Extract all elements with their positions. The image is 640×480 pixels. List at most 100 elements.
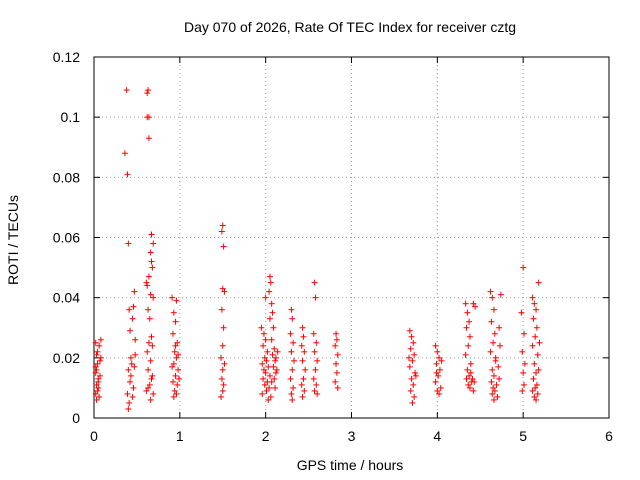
data-point <box>169 294 176 301</box>
data-point <box>310 375 317 382</box>
data-point <box>147 357 154 364</box>
data-point <box>435 372 442 379</box>
data-point <box>94 348 101 355</box>
data-point <box>470 300 477 307</box>
data-point <box>530 315 537 322</box>
data-point <box>489 366 496 373</box>
data-point <box>465 342 472 349</box>
data-point <box>535 366 542 373</box>
data-point <box>260 330 267 337</box>
data-point <box>220 243 227 250</box>
data-point <box>96 342 103 349</box>
data-point <box>262 369 269 376</box>
data-point <box>436 354 443 361</box>
data-point <box>169 330 176 337</box>
data-point <box>145 366 152 373</box>
x-tick-label: 0 <box>90 428 98 444</box>
data-point <box>127 378 134 385</box>
data-point <box>97 336 104 343</box>
data-point <box>533 381 540 388</box>
data-point <box>260 366 267 373</box>
data-point <box>171 348 178 355</box>
data-point <box>262 336 269 343</box>
data-point <box>175 375 182 382</box>
data-point <box>288 390 295 397</box>
x-axis-label: GPS time / hours <box>297 457 404 473</box>
data-point <box>289 315 296 322</box>
data-point <box>94 387 101 394</box>
data-point <box>287 330 294 337</box>
data-point <box>147 249 154 256</box>
data-point <box>144 348 151 355</box>
data-point <box>146 315 153 322</box>
data-point <box>175 351 182 358</box>
data-point <box>494 393 501 400</box>
data-point <box>407 345 414 352</box>
data-point <box>127 372 134 379</box>
data-point <box>521 360 528 367</box>
data-point <box>268 336 275 343</box>
data-point <box>148 258 155 265</box>
data-point <box>433 360 440 367</box>
data-point <box>533 369 540 376</box>
data-point <box>290 357 297 364</box>
data-point <box>462 300 469 307</box>
chart-title: Day 070 of 2026, Rate Of TEC Index for r… <box>184 19 516 35</box>
data-point <box>298 381 305 388</box>
data-point <box>218 306 225 313</box>
data-point <box>412 372 419 379</box>
x-tick-label: 2 <box>262 428 270 444</box>
data-point <box>93 396 100 403</box>
data-point <box>288 306 295 313</box>
data-point <box>289 366 296 373</box>
data-point <box>466 318 473 325</box>
data-point <box>465 381 472 388</box>
data-point <box>489 294 496 301</box>
data-point <box>312 366 319 373</box>
data-point <box>268 300 275 307</box>
data-point <box>219 285 226 292</box>
data-point <box>287 375 294 382</box>
data-point <box>272 357 279 364</box>
data-point <box>314 390 321 397</box>
data-point <box>521 330 528 337</box>
data-point <box>432 378 439 385</box>
data-point <box>496 324 503 331</box>
data-point <box>218 375 225 382</box>
data-point <box>259 390 266 397</box>
data-point <box>173 297 180 304</box>
data-point <box>97 372 104 379</box>
data-point <box>412 369 419 376</box>
data-point <box>333 330 340 337</box>
data-point <box>266 372 273 379</box>
data-point <box>124 171 131 178</box>
data-point <box>150 294 157 301</box>
data-point <box>170 360 177 367</box>
data-point <box>173 390 180 397</box>
data-point <box>533 396 540 403</box>
data-point <box>491 387 498 394</box>
y-tick-label: 0.02 <box>53 350 80 366</box>
data-point <box>333 369 340 376</box>
data-point <box>92 339 99 346</box>
data-point <box>434 348 441 355</box>
data-point <box>407 387 414 394</box>
data-point <box>529 294 536 301</box>
data-point <box>128 360 135 367</box>
data-point <box>300 375 307 382</box>
data-point <box>472 303 479 310</box>
data-point <box>313 381 320 388</box>
data-point <box>145 135 152 142</box>
data-point <box>124 390 131 397</box>
data-point <box>145 306 152 313</box>
y-tick-label: 0.1 <box>61 109 81 125</box>
data-point <box>265 363 272 370</box>
data-point <box>409 357 416 364</box>
data-point <box>148 333 155 340</box>
x-tick-label: 4 <box>433 428 441 444</box>
data-point <box>93 381 100 388</box>
data-point <box>174 339 181 346</box>
data-point <box>173 354 180 361</box>
data-point <box>313 339 320 346</box>
data-point <box>148 231 155 238</box>
